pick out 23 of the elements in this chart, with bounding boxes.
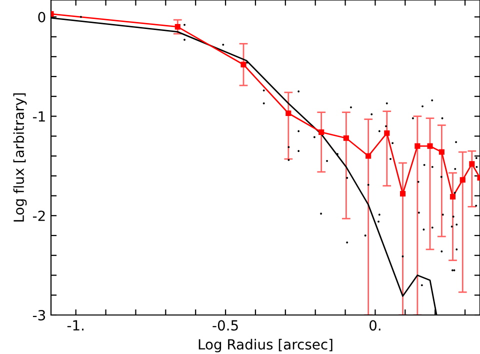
y-tick-label: -2: [32, 210, 45, 221]
y-axis-title: Log flux [arbitrary]: [13, 93, 27, 222]
x-tick-label: 0.: [370, 320, 380, 331]
point: [460, 177, 466, 183]
y-tick-label: -3: [32, 310, 46, 320]
point: [286, 110, 292, 116]
point: [400, 190, 406, 197]
point: [414, 143, 420, 149]
point: [343, 135, 349, 141]
x-tick-label: -1.: [67, 320, 84, 330]
point: [469, 161, 475, 167]
point: [427, 143, 433, 149]
x-tick-label: -0.5: [212, 320, 238, 331]
point: [240, 62, 246, 68]
point: [438, 149, 444, 155]
y-tick-label: -1: [32, 111, 45, 122]
point: [450, 194, 456, 200]
point: [318, 129, 324, 135]
x-axis-title: Log Radius [arcsec]: [198, 338, 332, 352]
point: [366, 153, 372, 159]
point: [384, 130, 390, 136]
point: [174, 24, 180, 30]
y-tick-label: 0: [38, 12, 46, 22]
